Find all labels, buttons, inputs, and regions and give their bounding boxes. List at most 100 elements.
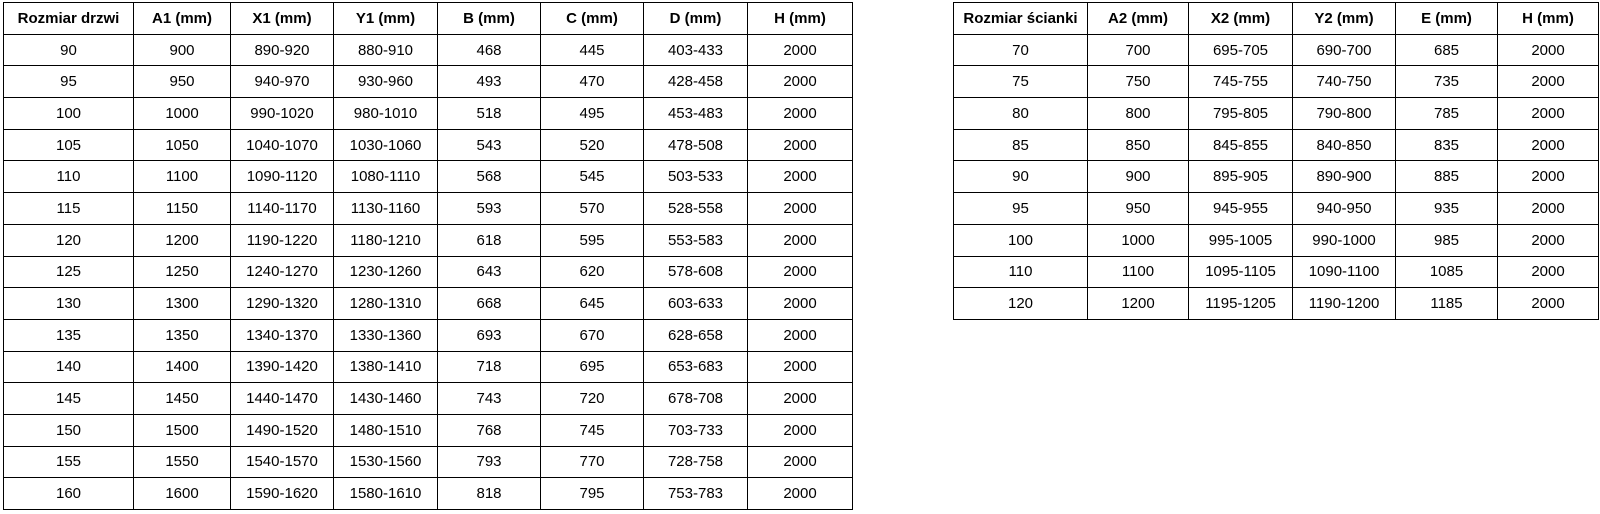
table-row: 90 900 890-920 880-910 468 445 403-433 2000 bbox=[3, 33, 853, 67]
column-header: B (mm) bbox=[437, 2, 541, 35]
column-header: H (mm) bbox=[1497, 2, 1599, 35]
table-cell: 110 bbox=[953, 255, 1088, 289]
table-cell: 478-508 bbox=[643, 128, 748, 162]
table-cell: 1440-1470 bbox=[230, 382, 334, 415]
table-row: 130 1300 1290-1320 1280-1310 668 645 603-633 20… bbox=[3, 287, 853, 320]
table-cell: 795-805 bbox=[1188, 97, 1293, 130]
table-cell: 2000 bbox=[1497, 223, 1599, 257]
table-cell: 2000 bbox=[747, 160, 853, 194]
table-cell: 1200 bbox=[1087, 287, 1189, 320]
table-cell: 125 bbox=[3, 255, 134, 289]
table-row: 90 900 895-905 890-900 885 2000 bbox=[953, 160, 1599, 194]
table-cell: 445 bbox=[540, 33, 644, 67]
table-cell: 720 bbox=[540, 382, 644, 415]
table-cell: 453-483 bbox=[643, 97, 748, 130]
column-header: A1 (mm) bbox=[133, 2, 231, 35]
table-cell: 2000 bbox=[747, 350, 853, 384]
table-cell: 800 bbox=[1087, 97, 1189, 130]
table-cell: 1090-1120 bbox=[230, 160, 334, 194]
table-cell: 1000 bbox=[1087, 223, 1189, 257]
table-cell: 1090-1100 bbox=[1292, 255, 1396, 289]
table-cell: 1500 bbox=[133, 413, 231, 447]
table-cell: 1195-1205 bbox=[1188, 287, 1293, 320]
table-cell: 740-750 bbox=[1292, 65, 1396, 99]
table-cell: 900 bbox=[133, 33, 231, 67]
table-cell: 703-733 bbox=[643, 413, 748, 447]
table-cell: 2000 bbox=[1497, 65, 1599, 99]
wall-panel-size-table: Rozmiar ścianki A2 (mm) X2 (mm) Y2 (mm) E (m… bbox=[953, 2, 1599, 320]
table-cell: 570 bbox=[540, 192, 644, 225]
table-row: 125 1250 1240-1270 1230-1260 643 620 578-608 20… bbox=[3, 255, 853, 289]
table-cell: 628-658 bbox=[643, 318, 748, 352]
column-header: Rozmiar ścianki bbox=[953, 2, 1088, 35]
table-cell: 568 bbox=[437, 160, 541, 194]
table-cell: 980-1010 bbox=[333, 97, 438, 130]
table-cell: 2000 bbox=[747, 255, 853, 289]
table-row: 150 1500 1490-1520 1480-1510 768 745 703-733 20… bbox=[3, 413, 853, 447]
table-cell: 890-900 bbox=[1292, 160, 1396, 194]
table-cell: 1180-1210 bbox=[333, 223, 438, 257]
table-cell: 995-1005 bbox=[1188, 223, 1293, 257]
table-cell: 2000 bbox=[747, 97, 853, 130]
table-cell: 770 bbox=[540, 445, 644, 479]
table-cell: 753-783 bbox=[643, 477, 748, 510]
table-cell: 678-708 bbox=[643, 382, 748, 415]
table-cell: 2000 bbox=[747, 33, 853, 67]
table-cell: 578-608 bbox=[643, 255, 748, 289]
table-cell: 1580-1610 bbox=[333, 477, 438, 510]
column-header: E (mm) bbox=[1395, 2, 1498, 35]
table-cell: 1185 bbox=[1395, 287, 1498, 320]
table-cell: 1390-1420 bbox=[230, 350, 334, 384]
table-cell: 1300 bbox=[133, 287, 231, 320]
table-cell: 1250 bbox=[133, 255, 231, 289]
table-cell: 1200 bbox=[133, 223, 231, 257]
table-cell: 1380-1410 bbox=[333, 350, 438, 384]
table-cell: 835 bbox=[1395, 128, 1498, 162]
table-cell: 1030-1060 bbox=[333, 128, 438, 162]
door-table-header-row: Rozmiar drzwi A1 (mm) X1 (mm) Y1 (mm) B (mm)… bbox=[3, 2, 853, 35]
table-row: 120 1200 1190-1220 1180-1210 618 595 553-583 20… bbox=[3, 223, 853, 257]
table-cell: 895-905 bbox=[1188, 160, 1293, 194]
table-cell: 90 bbox=[3, 33, 134, 67]
table-cell: 1350 bbox=[133, 318, 231, 352]
column-header: Y2 (mm) bbox=[1292, 2, 1396, 35]
table-cell: 1190-1220 bbox=[230, 223, 334, 257]
table-cell: 1290-1320 bbox=[230, 287, 334, 320]
table-cell: 428-458 bbox=[643, 65, 748, 99]
table-cell: 160 bbox=[3, 477, 134, 510]
table-cell: 2000 bbox=[747, 287, 853, 320]
table-cell: 728-758 bbox=[643, 445, 748, 479]
table-cell: 80 bbox=[953, 97, 1088, 130]
table-row: 160 1600 1590-1620 1580-1610 818 795 753-783 20… bbox=[3, 477, 853, 510]
column-header: C (mm) bbox=[540, 2, 644, 35]
table-cell: 155 bbox=[3, 445, 134, 479]
table-row: 135 1350 1340-1370 1330-1360 693 670 628-658 20… bbox=[3, 318, 853, 352]
table-cell: 518 bbox=[437, 97, 541, 130]
table-cell: 1600 bbox=[133, 477, 231, 510]
table-cell: 110 bbox=[3, 160, 134, 194]
table-cell: 95 bbox=[3, 65, 134, 99]
table-cell: 603-633 bbox=[643, 287, 748, 320]
table-cell: 985 bbox=[1395, 223, 1498, 257]
table-cell: 2000 bbox=[1497, 192, 1599, 225]
table-cell: 793 bbox=[437, 445, 541, 479]
table-cell: 900 bbox=[1087, 160, 1189, 194]
column-header: X1 (mm) bbox=[230, 2, 334, 35]
table-cell: 1400 bbox=[133, 350, 231, 384]
table-cell: 503-533 bbox=[643, 160, 748, 194]
table-cell: 2000 bbox=[1497, 33, 1599, 67]
table-cell: 1150 bbox=[133, 192, 231, 225]
table-cell: 745 bbox=[540, 413, 644, 447]
column-header: H (mm) bbox=[747, 2, 853, 35]
table-cell: 2000 bbox=[747, 223, 853, 257]
table-cell: 1190-1200 bbox=[1292, 287, 1396, 320]
table-cell: 718 bbox=[437, 350, 541, 384]
table-cell: 145 bbox=[3, 382, 134, 415]
table-cell: 1130-1160 bbox=[333, 192, 438, 225]
table-cell: 668 bbox=[437, 287, 541, 320]
table-cell: 2000 bbox=[747, 413, 853, 447]
table-cell: 690-700 bbox=[1292, 33, 1396, 67]
table-cell: 818 bbox=[437, 477, 541, 510]
table-cell: 1240-1270 bbox=[230, 255, 334, 289]
table-row: 140 1400 1390-1420 1380-1410 718 695 653-683 20… bbox=[3, 350, 853, 384]
